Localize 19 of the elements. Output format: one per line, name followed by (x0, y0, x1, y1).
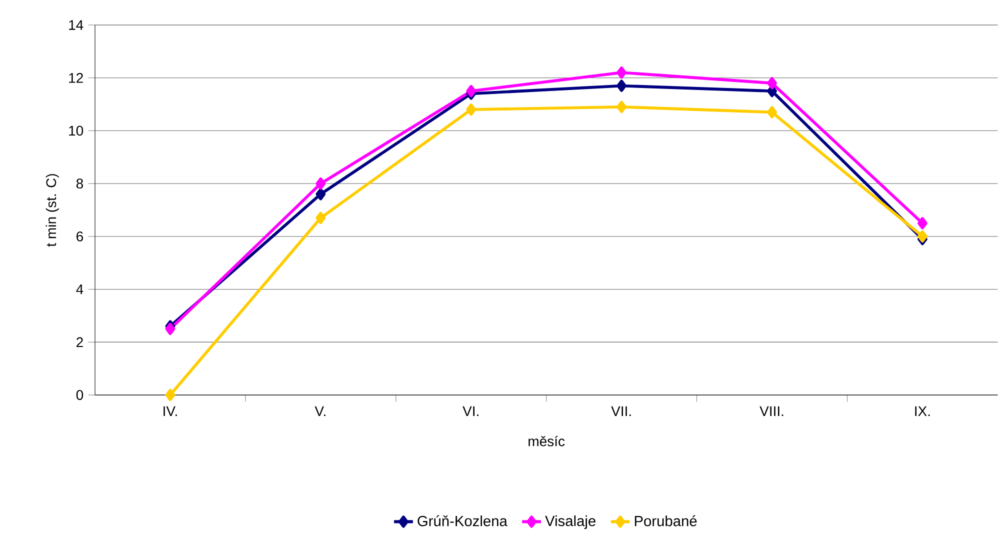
legend-label: Visalaje (545, 515, 596, 530)
x-tick-label: VIII. (760, 406, 784, 416)
x-tick-label: VII. (611, 406, 631, 416)
x-axis-title: měsíc (528, 436, 565, 446)
y-tick-label: 2 (76, 337, 83, 348)
y-tick-label: 4 (76, 284, 84, 294)
y-tick-label: 10 (69, 126, 84, 136)
y-tick-label: 8 (76, 178, 84, 189)
y-tick-label: 14 (69, 20, 84, 30)
legend-label: Grúň-Kozlena (418, 515, 508, 526)
x-tick-label: V. (314, 406, 326, 416)
y-tick-label: 12 (69, 72, 83, 83)
y-axis-title: t min (st. C) (46, 174, 59, 247)
x-tick-label: IV. (164, 406, 177, 416)
x-tick-label: IX. (915, 406, 930, 416)
x-tick-label: VI. (462, 406, 478, 416)
legend-label: Porubané (634, 515, 697, 526)
y-tick-label: 6 (76, 231, 84, 242)
y-tick-label: 0 (76, 390, 84, 400)
